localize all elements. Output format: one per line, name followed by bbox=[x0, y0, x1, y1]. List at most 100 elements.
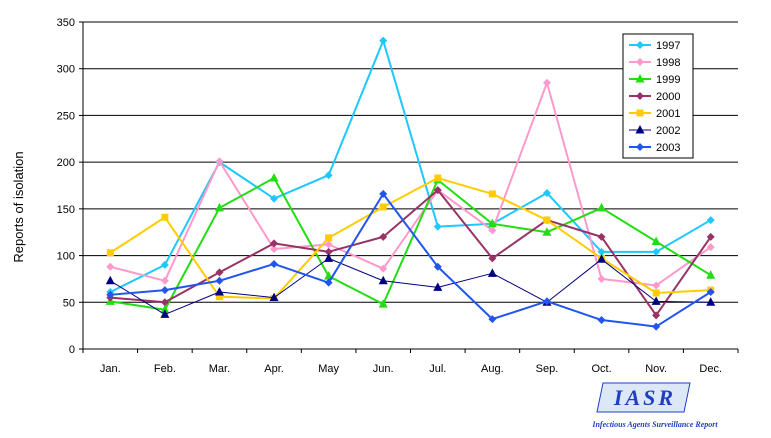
series-1999 bbox=[105, 173, 716, 314]
data-point bbox=[160, 304, 170, 314]
data-point bbox=[105, 275, 115, 285]
y-tick-label: 300 bbox=[57, 64, 75, 76]
legend-marker bbox=[636, 58, 644, 66]
data-point bbox=[324, 171, 333, 180]
series-line bbox=[110, 81, 712, 287]
data-point bbox=[433, 262, 442, 271]
y-tick-label: 100 bbox=[57, 251, 75, 263]
logo-text: IASR bbox=[613, 385, 676, 410]
legend-label: 1997 bbox=[656, 40, 680, 52]
data-point bbox=[214, 202, 224, 212]
data-point bbox=[597, 254, 607, 263]
data-point bbox=[270, 194, 279, 203]
data-point bbox=[269, 173, 279, 182]
series-2001 bbox=[106, 174, 715, 303]
data-point bbox=[215, 293, 223, 301]
data-point bbox=[106, 249, 114, 257]
data-point bbox=[706, 243, 715, 252]
y-tick-label: 0 bbox=[69, 344, 75, 356]
data-point bbox=[160, 309, 170, 318]
x-axis: Jan. Feb. Mar. Apr. May Jun. Jul. Aug. Sep. Oct. N… bbox=[82, 348, 739, 375]
x-tick-label: Oct. bbox=[591, 363, 611, 375]
data-point bbox=[325, 234, 333, 242]
legend-label: 2000 bbox=[656, 91, 680, 103]
data-point bbox=[651, 296, 661, 305]
legend-marker bbox=[636, 143, 644, 151]
data-point bbox=[487, 218, 497, 228]
data-point bbox=[270, 239, 279, 248]
data-point bbox=[488, 226, 497, 235]
data-point bbox=[487, 268, 497, 277]
data-point bbox=[434, 174, 442, 182]
data-point bbox=[542, 188, 551, 197]
data-point bbox=[214, 287, 224, 296]
data-point bbox=[106, 290, 115, 299]
data-point bbox=[706, 216, 715, 225]
legend-item: 2000 bbox=[629, 91, 680, 103]
legend-marker bbox=[636, 92, 644, 100]
data-point bbox=[652, 289, 660, 297]
data-point bbox=[597, 274, 606, 283]
x-tick-label: Jul. bbox=[429, 363, 446, 375]
data-point bbox=[161, 213, 169, 221]
legend-label: 2003 bbox=[656, 142, 680, 154]
y-axis: 0 50 100 150 200 250 300 350 bbox=[57, 17, 84, 356]
data-point bbox=[542, 227, 552, 236]
x-tick-label: Mar. bbox=[209, 363, 230, 375]
legend-marker bbox=[635, 125, 645, 134]
legend-marker bbox=[636, 41, 644, 49]
data-point bbox=[324, 240, 333, 249]
data-point bbox=[379, 36, 388, 45]
data-point bbox=[542, 297, 551, 306]
x-tick-label: Jun. bbox=[373, 363, 394, 375]
series-2002 bbox=[105, 253, 716, 318]
legend-item: 2001 bbox=[629, 108, 680, 120]
series-lines bbox=[105, 36, 716, 331]
legend-item: 1997 bbox=[629, 40, 680, 52]
data-point bbox=[270, 245, 279, 254]
data-point bbox=[324, 247, 333, 256]
x-tick-label: May bbox=[318, 363, 339, 375]
data-point bbox=[488, 190, 496, 198]
legend-label: 1998 bbox=[656, 57, 680, 69]
data-point bbox=[542, 78, 551, 87]
logo-subtitle: Infectious Agents Surveillance Report bbox=[591, 420, 718, 429]
data-point bbox=[488, 315, 497, 324]
data-point bbox=[378, 275, 388, 285]
y-tick-label: 50 bbox=[63, 297, 75, 309]
data-point bbox=[488, 254, 497, 263]
data-point bbox=[324, 253, 334, 262]
legend-item: 2003 bbox=[629, 142, 680, 154]
x-tick-label: Dec. bbox=[699, 363, 722, 375]
data-point bbox=[160, 298, 169, 307]
data-point bbox=[160, 260, 169, 269]
data-point bbox=[706, 270, 716, 279]
data-point bbox=[597, 316, 606, 325]
series-line bbox=[110, 189, 712, 317]
data-point bbox=[652, 281, 661, 290]
x-tick-label: Jan. bbox=[100, 363, 121, 375]
y-tick-label: 350 bbox=[57, 17, 75, 29]
series-line bbox=[110, 257, 711, 315]
data-point bbox=[269, 292, 279, 302]
y-tick-label: 250 bbox=[57, 110, 75, 122]
data-point bbox=[215, 268, 224, 277]
y-tick-label: 150 bbox=[57, 204, 75, 216]
iasr-logo: IASR Infectious Agents Surveillance Repo… bbox=[591, 382, 718, 429]
legend-marker bbox=[635, 74, 645, 83]
legend-label: 1999 bbox=[656, 74, 680, 86]
legend-item: 1999 bbox=[629, 74, 680, 86]
x-tick-label: Nov. bbox=[645, 363, 667, 375]
x-tick-label: Sep. bbox=[536, 363, 559, 375]
data-point bbox=[379, 232, 388, 241]
data-point bbox=[597, 232, 606, 241]
data-point bbox=[706, 297, 716, 306]
legend-label: 2002 bbox=[656, 125, 680, 137]
data-point bbox=[652, 322, 661, 331]
data-point bbox=[706, 288, 715, 297]
data-point bbox=[324, 278, 333, 287]
series-2003 bbox=[106, 189, 715, 331]
series-line bbox=[109, 177, 711, 300]
data-point bbox=[543, 216, 551, 224]
